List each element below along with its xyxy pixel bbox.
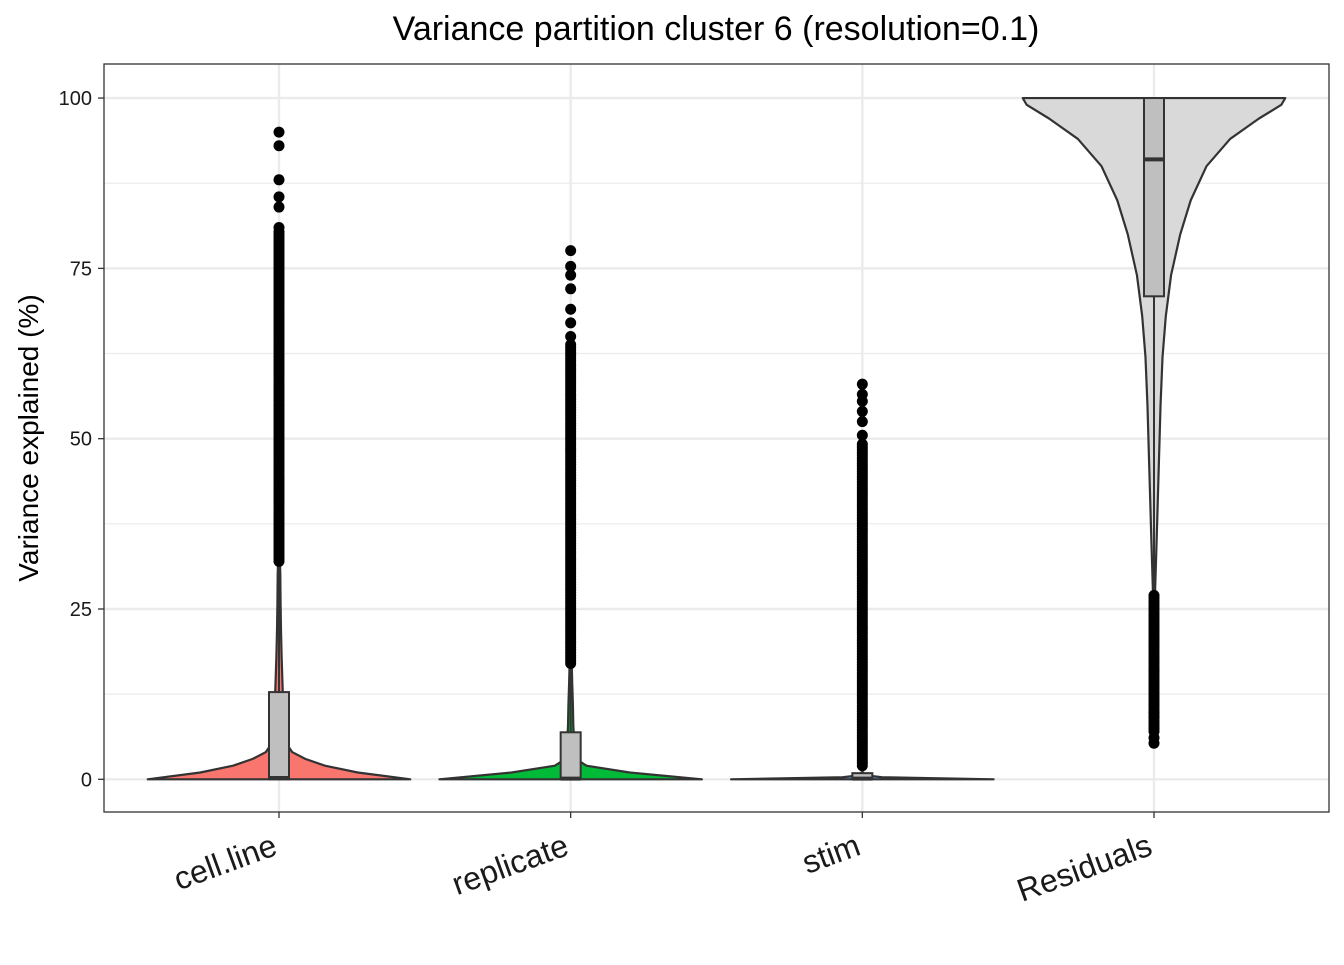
plot-panel-border bbox=[103, 63, 1330, 813]
x-tick-label-replicate: replicate bbox=[447, 827, 573, 902]
outlier-point bbox=[565, 330, 577, 342]
outlier-point bbox=[565, 245, 577, 257]
outlier-point bbox=[1148, 732, 1160, 744]
outlier-point bbox=[856, 388, 868, 400]
x-tick-label-stim: stim bbox=[797, 827, 864, 881]
box-cell-line bbox=[268, 691, 290, 781]
outlier-point bbox=[856, 416, 868, 428]
chart-title: Variance partition cluster 6 (resolution… bbox=[393, 10, 1040, 48]
outlier-point bbox=[1148, 707, 1160, 719]
outlier-point bbox=[565, 283, 577, 295]
y-tick-label: 100 bbox=[59, 88, 92, 110]
outlier-point bbox=[856, 438, 868, 450]
outlier-point bbox=[273, 191, 285, 203]
outlier-point bbox=[273, 174, 285, 186]
outlier-point bbox=[273, 126, 285, 138]
boxplots bbox=[268, 97, 1165, 781]
y-axis-ticks: 0 25 50 75 100 bbox=[59, 88, 104, 791]
outlier-point bbox=[273, 201, 285, 213]
outlier-point bbox=[273, 221, 285, 233]
outlier-point bbox=[856, 405, 868, 417]
y-tick-label: 75 bbox=[70, 258, 92, 280]
x-tick-label-residuals: Residuals bbox=[1012, 827, 1156, 909]
outlier-point bbox=[273, 140, 285, 152]
y-tick-label: 25 bbox=[70, 599, 92, 621]
y-axis-label: Variance explained (%) bbox=[13, 294, 44, 581]
outlier-point bbox=[856, 378, 868, 390]
outlier-point bbox=[565, 269, 577, 281]
box-residuals bbox=[1143, 97, 1165, 298]
outlier-point bbox=[565, 260, 577, 272]
outlier-point bbox=[565, 317, 577, 329]
outlier-point bbox=[856, 429, 868, 441]
outlier-point bbox=[565, 303, 577, 315]
box-replicate bbox=[559, 731, 582, 781]
outlier-point bbox=[565, 339, 577, 351]
outlier-point bbox=[1148, 589, 1160, 601]
y-tick-label: 0 bbox=[81, 769, 92, 791]
x-tick-label-cell-line: cell.line bbox=[169, 827, 282, 897]
x-axis-ticks: cell.line replicate stim Residuals bbox=[169, 812, 1156, 909]
outlier-points bbox=[273, 126, 1160, 772]
y-tick-label: 50 bbox=[70, 429, 92, 451]
